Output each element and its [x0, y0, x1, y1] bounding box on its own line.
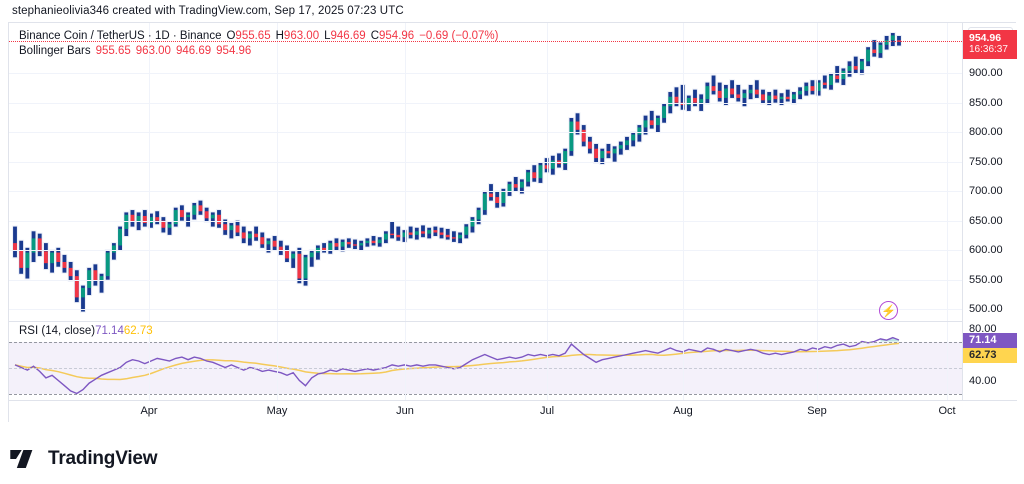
legend-o-value: 955.65 [235, 30, 271, 42]
time-gridline [149, 23, 150, 321]
legend-indicator-v2: 946.69 [175, 45, 212, 57]
price-tick-label: 750.00 [969, 155, 1003, 168]
tradingview-logo-icon [10, 450, 40, 468]
attribution-text: stephanieolivia346 created with TradingV… [12, 5, 404, 17]
time-tick-label: May [266, 405, 288, 417]
time-tick-label: Aug [673, 405, 693, 417]
price-gridline [9, 309, 962, 311]
rsi-tick-label: 40.00 [969, 374, 997, 387]
legend-line-symbol: Binance Coin / TetherUS · 1D · Binance O9… [19, 30, 499, 42]
legend-indicator-v0: 955.65 [95, 45, 131, 57]
last-price-badge: 954.96 16:36:37 [963, 29, 1017, 59]
legend-indicator-name: Bollinger Bars [19, 45, 91, 57]
price-tick-label: 700.00 [969, 185, 1003, 198]
legend-l-value: 946.69 [330, 30, 366, 42]
price-pane[interactable]: Binance Coin / TetherUS · 1D · Binance O9… [9, 23, 962, 321]
rsi-time-gridline [277, 322, 278, 400]
rsi-tick-label: 80.00 [969, 322, 997, 335]
legend-h-value: 963.00 [283, 30, 320, 42]
legend-o-label: O [226, 30, 236, 42]
last-price-line [9, 40, 962, 42]
time-tick-label: Jun [396, 405, 414, 417]
price-tick-label: 850.00 [969, 96, 1003, 109]
rsi-legend-title: RSI (14, close) [19, 325, 96, 337]
price-tick-label: 500.00 [969, 303, 1003, 316]
time-gridline [683, 23, 684, 321]
last-price-value: 954.96 [969, 31, 1002, 44]
legend-c-label: C [370, 30, 380, 42]
price-gridline [9, 220, 962, 222]
legend-interval: 1D [154, 30, 170, 42]
brand-name: TradingView [48, 448, 158, 469]
price-tick-label: 800.00 [969, 126, 1003, 139]
time-gridline [405, 23, 406, 321]
price-gridline [9, 279, 962, 281]
price-gridline [9, 250, 962, 252]
legend-h-label: H [275, 30, 284, 42]
rsi-legend: RSI (14, close)71.1462.73 [19, 325, 153, 337]
price-tick-label: 600.00 [969, 244, 1003, 257]
legend-c-value: 954.96 [379, 30, 415, 42]
price-gridline [9, 73, 962, 75]
time-tick-label: Oct [938, 405, 956, 417]
time-axis-separator [9, 400, 1017, 401]
rsi-midline [9, 367, 962, 369]
price-scale[interactable]: USDT 900.00850.00800.00750.00700.00650.0… [962, 23, 1017, 400]
time-tick-label: Apr [140, 405, 158, 417]
price-tick-label: 900.00 [969, 67, 1003, 80]
price-gridline [9, 191, 962, 193]
price-tick-label: 550.00 [969, 273, 1003, 286]
price-tick-label: 650.00 [969, 214, 1003, 227]
time-axis[interactable]: Apr May Jun Jul Aug Sep Oct [9, 401, 1017, 422]
pane-separator [9, 321, 962, 322]
time-gridline [817, 23, 818, 321]
rsi-time-gridline [149, 322, 150, 400]
time-tick-label: Sep [807, 405, 827, 417]
chart-frame: Binance Coin / TetherUS · 1D · Binance O9… [8, 22, 1017, 422]
legend-exchange: Binance [179, 30, 222, 42]
rsi-time-gridline [547, 322, 548, 400]
lightning-bolt-icon[interactable]: ⚡ [879, 301, 898, 320]
candlestick-series [12, 32, 902, 313]
chart-legend: Binance Coin / TetherUS · 1D · Binance O9… [19, 29, 498, 59]
rsi-time-gridline [683, 322, 684, 400]
rsi-time-gridline [405, 322, 406, 400]
time-gridline [277, 23, 278, 321]
rsi-value-badge: 71.14 [963, 332, 1017, 348]
price-gridline [9, 102, 962, 104]
price-gridline [9, 161, 962, 163]
price-gridline [9, 132, 962, 134]
legend-line-indicator: Bollinger Bars 955.65 963.00 946.69 954.96 [19, 44, 498, 59]
rsi-legend-value: 71.14 [95, 325, 124, 337]
legend-symbol: Binance Coin / TetherUS [19, 30, 145, 42]
rsi-level-line [9, 341, 962, 343]
rsi-level-line [9, 393, 962, 395]
footer: TradingView [10, 448, 158, 470]
legend-indicator-v1: 963.00 [135, 45, 171, 57]
rsi-pane[interactable]: RSI (14, close)71.1462.73 [9, 322, 962, 400]
bar-countdown: 16:36:37 [969, 43, 1008, 55]
time-gridline [547, 23, 548, 321]
rsi-legend-ma-value: 62.73 [123, 325, 153, 337]
rsi-time-gridline [947, 322, 948, 400]
legend-l-label: L [324, 30, 331, 42]
time-gridline [947, 23, 948, 321]
legend-change: −0.69 (−0.07%) [419, 30, 499, 42]
time-tick-label: Jul [539, 405, 555, 417]
legend-indicator-v3: 954.96 [216, 45, 252, 57]
rsi-time-gridline [817, 322, 818, 400]
rsi-ma-value-badge: 62.73 [963, 347, 1017, 363]
